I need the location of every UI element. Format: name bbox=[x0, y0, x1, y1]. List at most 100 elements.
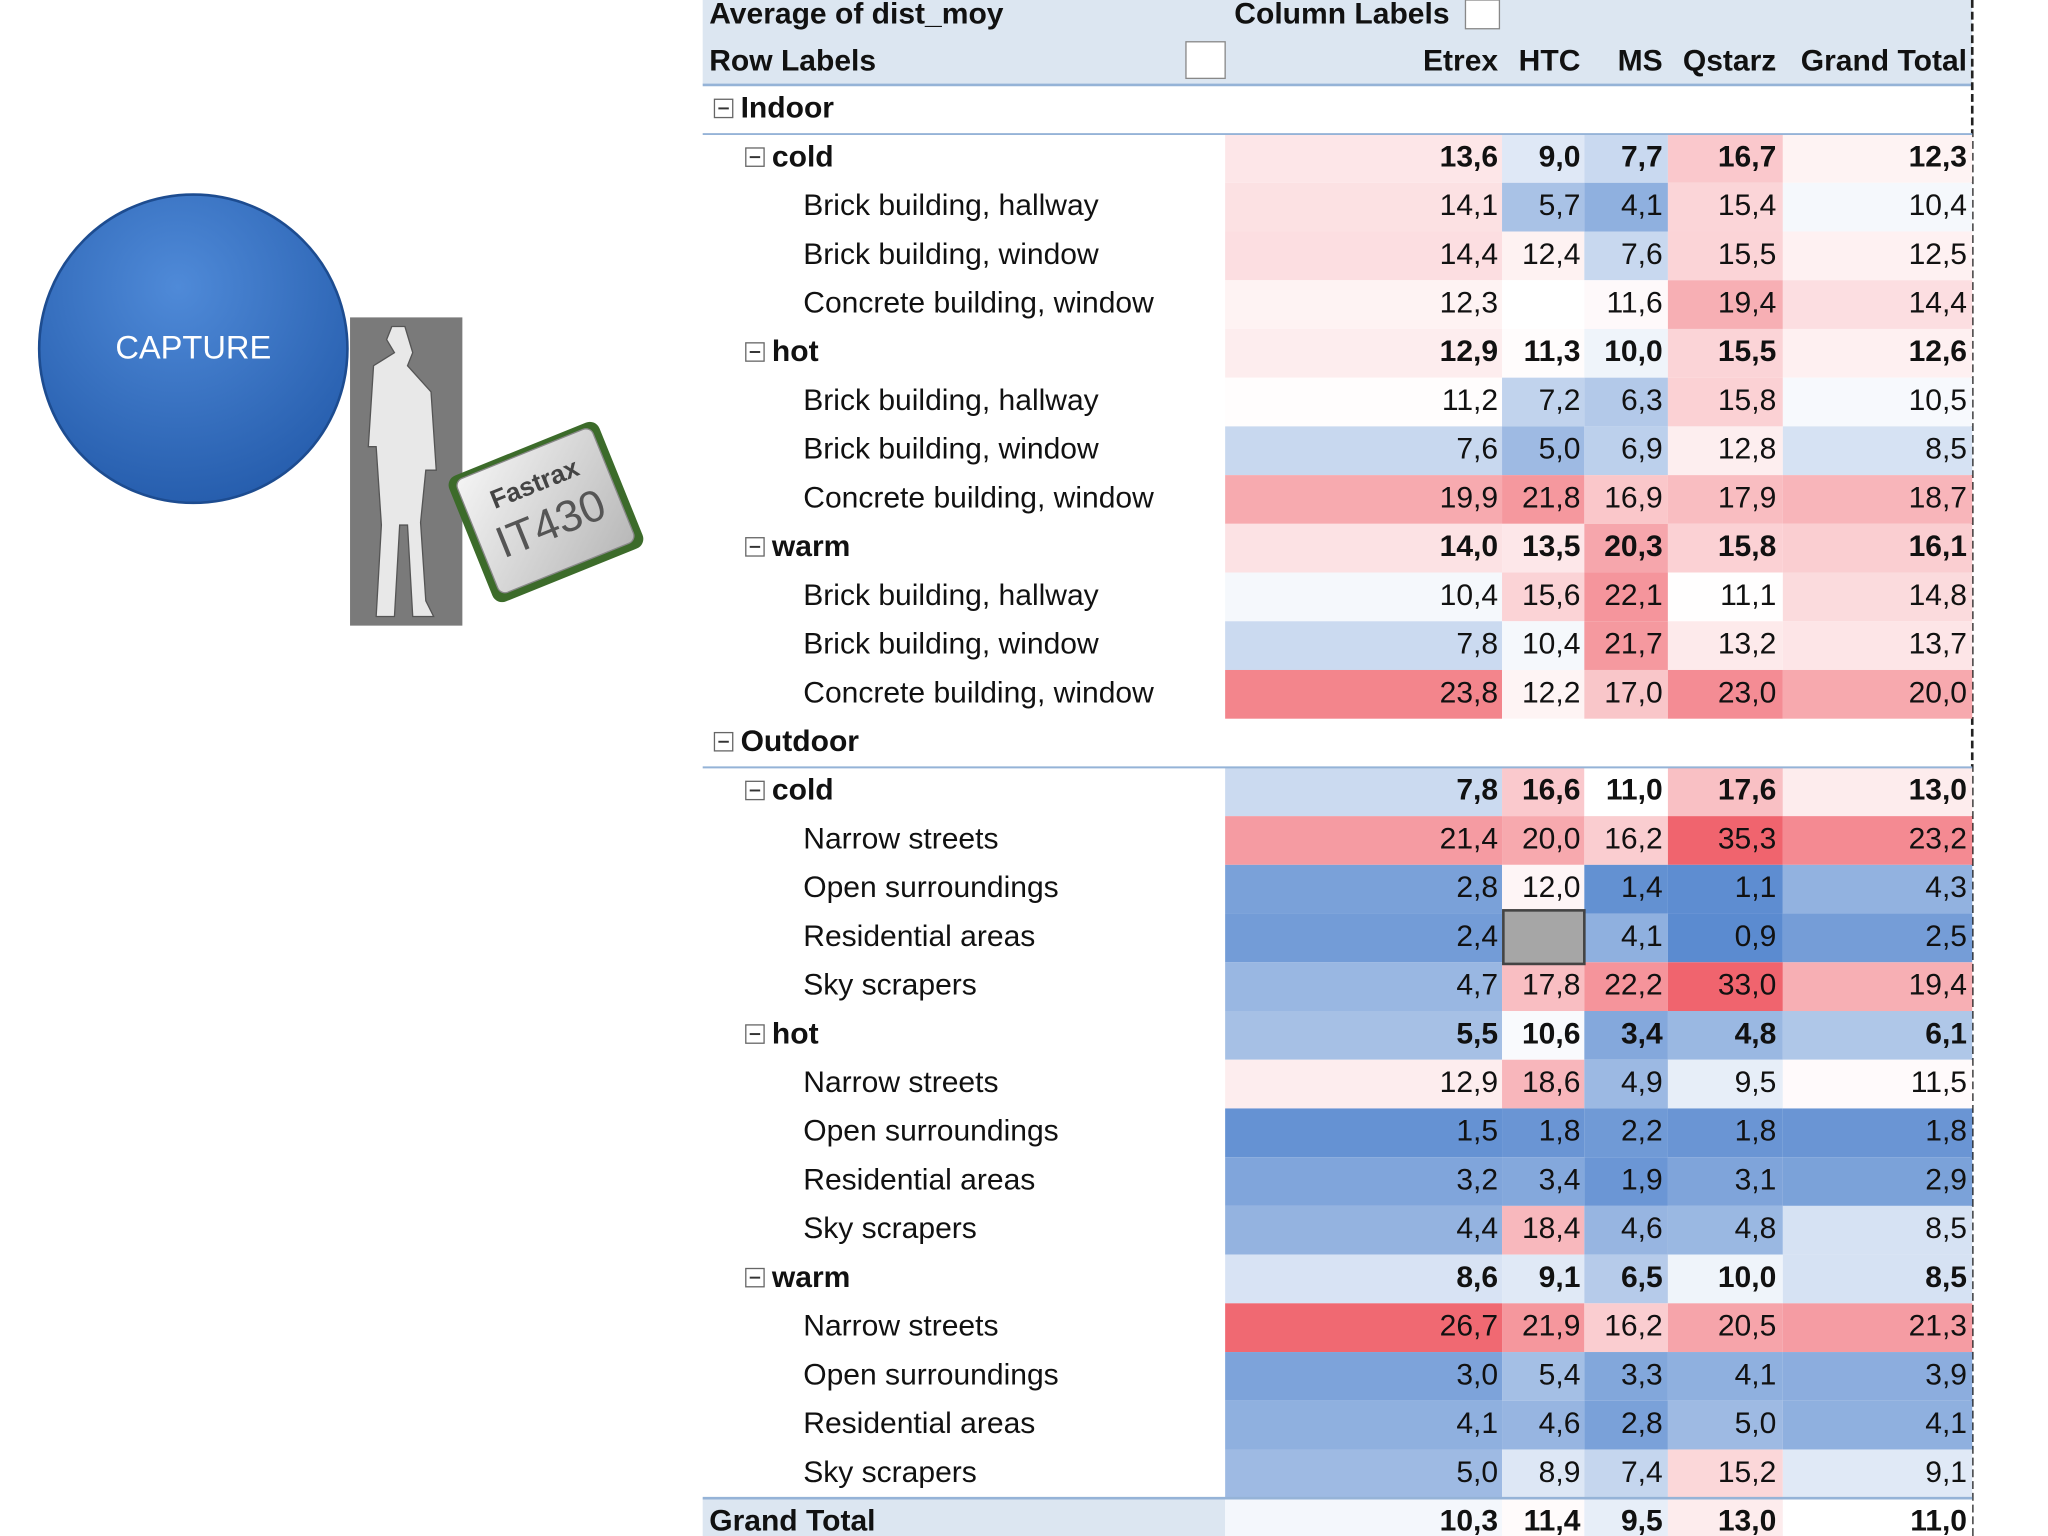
cell bbox=[1667, 1449, 1783, 1499]
selected-cell[interactable] bbox=[1502, 909, 1586, 966]
cell bbox=[1225, 1205, 1503, 1255]
cell bbox=[1502, 280, 1585, 329]
cell bbox=[1502, 231, 1585, 281]
cell bbox=[1502, 377, 1585, 427]
cell-value: 6,9 bbox=[1621, 433, 1663, 466]
cell-value: 20,0 bbox=[1522, 822, 1580, 855]
cell-value: 21,8 bbox=[1522, 481, 1580, 514]
cell bbox=[1502, 1205, 1585, 1255]
cell bbox=[1502, 328, 1585, 378]
cell-value: 13,0 bbox=[1909, 774, 1967, 807]
cell bbox=[1667, 328, 1783, 378]
cell-value: 11,2 bbox=[1442, 384, 1498, 417]
cell bbox=[1782, 621, 1973, 670]
cell-value: 3,4 bbox=[1621, 1017, 1663, 1050]
row-label: Sky scrapers bbox=[803, 1212, 977, 1245]
cell bbox=[1225, 328, 1503, 378]
cell bbox=[1667, 182, 1783, 232]
cell-value: 11,6 bbox=[1606, 287, 1662, 320]
cell bbox=[1782, 1157, 1973, 1206]
row-label: Sky scrapers bbox=[803, 969, 977, 1002]
cell-value: 5,4 bbox=[1539, 1358, 1581, 1391]
cell-value: 1,4 bbox=[1621, 871, 1663, 904]
cell bbox=[1782, 328, 1973, 378]
row-label: Brick building, hallway bbox=[803, 579, 1098, 612]
cell bbox=[1225, 816, 1503, 865]
cell-value: 2,9 bbox=[1925, 1163, 1967, 1196]
table-text: Etrex HTC MS Qstarz Grand Total Indoor cold 13,… bbox=[702, 45, 1973, 1536]
cell bbox=[1667, 1352, 1783, 1401]
group-label: Indoor bbox=[741, 92, 835, 125]
filter-button[interactable] bbox=[1185, 41, 1226, 80]
cell bbox=[1502, 1352, 1585, 1401]
row-label: Concrete building, window bbox=[803, 676, 1154, 709]
cell bbox=[1584, 523, 1668, 573]
cell bbox=[1782, 1400, 1973, 1450]
cell-value: 7,2 bbox=[1539, 384, 1581, 417]
cell bbox=[1225, 1157, 1503, 1206]
cell-value: 12,6 bbox=[1909, 335, 1967, 368]
cell-value: 21,4 bbox=[1440, 822, 1498, 855]
cell bbox=[1584, 913, 1668, 963]
cell bbox=[1782, 1011, 1973, 1060]
cell bbox=[1502, 1059, 1585, 1109]
cell bbox=[1667, 816, 1783, 865]
cell bbox=[1502, 1303, 1585, 1353]
cell bbox=[1782, 572, 1973, 622]
cell-value: 10,3 bbox=[1440, 1504, 1498, 1536]
cell bbox=[1225, 475, 1503, 524]
cell-value: 4,1 bbox=[1925, 1407, 1967, 1440]
row-label: Narrow streets bbox=[803, 822, 998, 855]
cell bbox=[1667, 621, 1783, 670]
cell-value: 14,1 bbox=[1440, 189, 1498, 222]
filter-button[interactable] bbox=[1464, 0, 1501, 30]
cell bbox=[1225, 231, 1503, 281]
cell-value: 8,5 bbox=[1925, 1261, 1967, 1294]
row-label: Residential areas bbox=[803, 1407, 1035, 1440]
cell-value: 10,4 bbox=[1440, 579, 1498, 612]
cell-value: 1,8 bbox=[1925, 1115, 1967, 1148]
cell bbox=[1584, 134, 1668, 183]
row-label: Brick building, window bbox=[803, 628, 1099, 661]
cell bbox=[1782, 134, 1973, 183]
cell-value: 12,8 bbox=[1718, 433, 1776, 466]
cell-value: 12,2 bbox=[1522, 676, 1580, 709]
cell-value: 3,4 bbox=[1539, 1163, 1581, 1196]
cell-value: 20,3 bbox=[1604, 530, 1662, 563]
cell-value: 15,6 bbox=[1522, 579, 1580, 612]
row-label: Open surroundings bbox=[803, 1115, 1058, 1148]
cell-value: 8,9 bbox=[1539, 1456, 1581, 1489]
cell-value: 3,2 bbox=[1456, 1163, 1498, 1196]
cell-value: 12,9 bbox=[1440, 1066, 1498, 1099]
cell bbox=[1225, 426, 1503, 476]
row-label: Residential areas bbox=[803, 1163, 1035, 1196]
cell bbox=[1584, 962, 1668, 1012]
cell-value: 13,7 bbox=[1909, 628, 1967, 661]
group-label: Outdoor bbox=[741, 725, 860, 758]
cell bbox=[1782, 1352, 1973, 1401]
cell-value: 13,5 bbox=[1522, 530, 1580, 563]
cell-value: 22,1 bbox=[1604, 579, 1662, 612]
cell bbox=[1584, 864, 1668, 914]
cell bbox=[1225, 1011, 1503, 1060]
cell-value: 11,1 bbox=[1720, 579, 1776, 612]
cell bbox=[1502, 182, 1585, 232]
cell-value: 10,0 bbox=[1718, 1261, 1776, 1294]
cell-value: 2,8 bbox=[1456, 871, 1498, 904]
cell-value: 3,0 bbox=[1456, 1358, 1498, 1391]
column-labels: Column Labels bbox=[1234, 0, 1449, 31]
cell bbox=[1502, 669, 1585, 719]
cell-value: 10,5 bbox=[1909, 384, 1967, 417]
cell bbox=[1782, 377, 1973, 427]
cell bbox=[1782, 816, 1973, 865]
cell bbox=[1667, 1303, 1783, 1353]
subgroup-label: cold bbox=[772, 140, 834, 173]
cell-value: 4,1 bbox=[1456, 1407, 1498, 1440]
subgroup-label: warm bbox=[771, 530, 850, 563]
cell-value: 12,3 bbox=[1440, 287, 1498, 320]
cell bbox=[1667, 1498, 1783, 1536]
cell bbox=[1667, 962, 1783, 1012]
cell bbox=[1782, 426, 1973, 476]
cell-value: 21,7 bbox=[1604, 628, 1662, 661]
